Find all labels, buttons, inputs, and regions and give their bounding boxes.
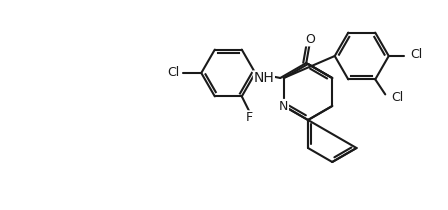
Text: Cl: Cl bbox=[391, 91, 404, 104]
Text: Cl: Cl bbox=[410, 47, 422, 60]
Text: NH: NH bbox=[254, 71, 274, 85]
Text: O: O bbox=[305, 33, 314, 46]
Text: Cl: Cl bbox=[167, 67, 179, 80]
Text: N: N bbox=[279, 100, 289, 113]
Text: F: F bbox=[246, 111, 254, 124]
